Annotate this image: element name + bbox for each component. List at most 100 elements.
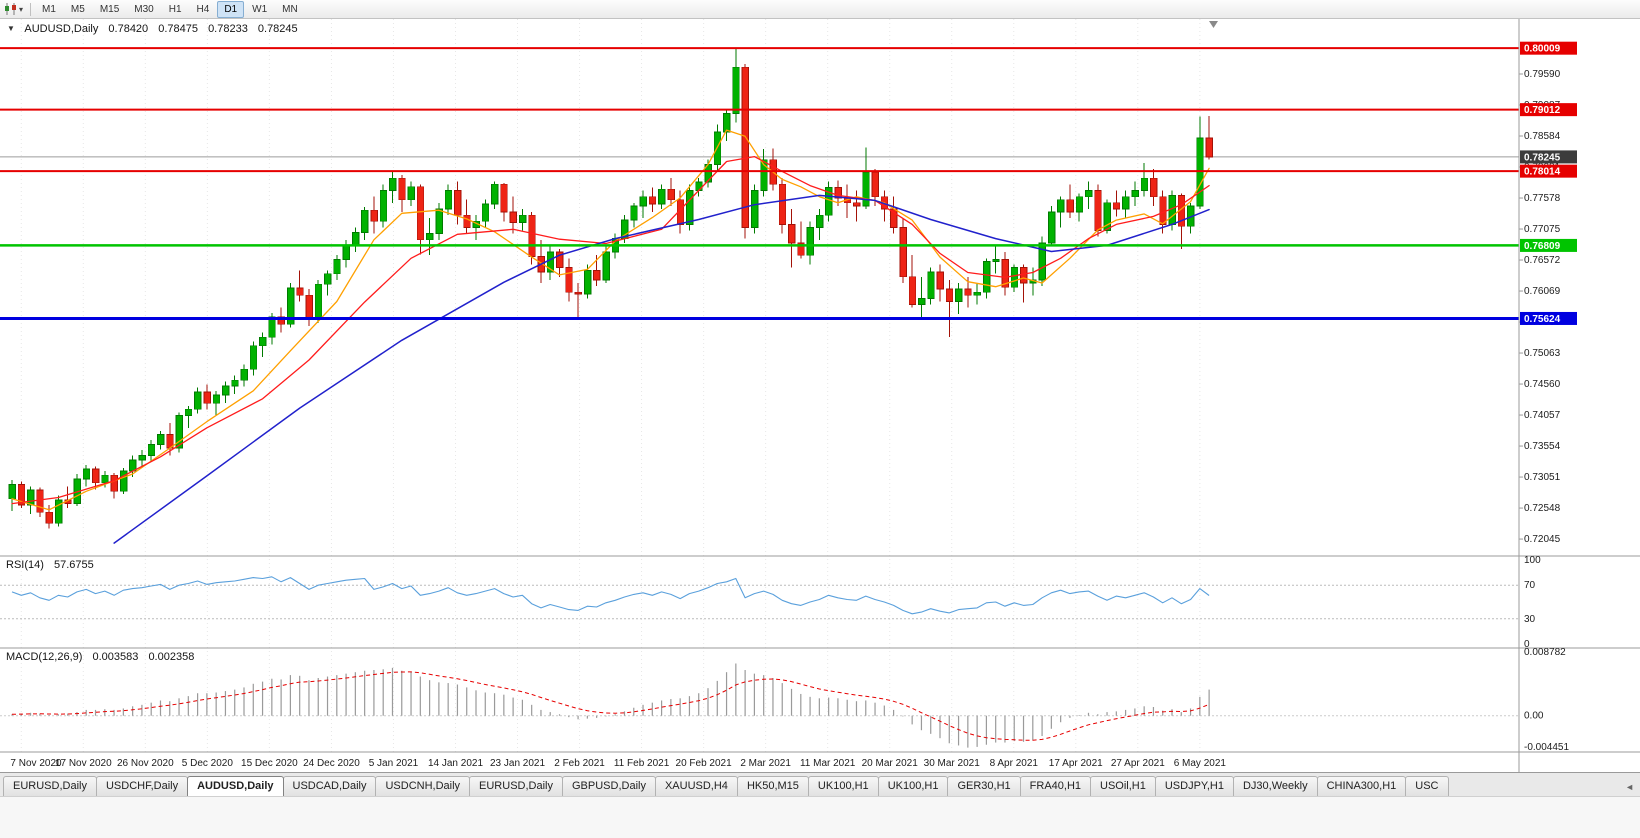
chart-shift-marker[interactable] [1209, 21, 1218, 28]
axis-label: 30 Mar 2021 [924, 758, 981, 769]
price-badge [1520, 41, 1577, 55]
chart-tab-9[interactable]: UK100,H1 [807, 776, 879, 796]
bear-candle [565, 267, 573, 293]
bear-candle [908, 276, 917, 305]
axis-label: 11 Feb 2021 [614, 758, 670, 769]
timeframe-button-h4[interactable]: H4 [196, 3, 210, 15]
chart-ohlc-header: ▼ AUDUSD,Daily 0.78420 0.78475 0.78233 0… [7, 23, 305, 35]
chart-tab-3[interactable]: USDCAD,Daily [282, 776, 377, 796]
bull-candle [268, 316, 276, 338]
rsi-line [11, 576, 1210, 615]
axis-label: 14 Jan 2021 [428, 758, 483, 769]
bear-candle [648, 196, 657, 205]
chart-tab-7[interactable]: XAUUSD,H4 [654, 776, 738, 796]
timeframe-button-m1[interactable]: M1 [42, 3, 56, 15]
chart-tab-4[interactable]: USDCNH,Daily [375, 776, 471, 796]
bull-candle [407, 186, 415, 201]
axis-label: 0.78014 [1524, 167, 1561, 178]
axis-label: 0.008782 [1524, 647, 1566, 658]
bear-candle [110, 474, 118, 492]
bear-candle [92, 468, 100, 484]
chart-tab-17[interactable]: USC [1405, 776, 1449, 796]
chart-tab-0[interactable]: EURUSD,Daily [3, 776, 97, 796]
axis-label: -0.004451 [1524, 742, 1569, 753]
dropdown-caret-icon[interactable]: ▾ [19, 4, 24, 14]
chart-tab-16[interactable]: CHINA300,H1 [1316, 776, 1407, 796]
bull-candle [55, 499, 63, 524]
chart-canvas[interactable]: 0.795900.790870.785840.780810.775780.770… [0, 19, 1640, 772]
chart-tab-15[interactable]: DJ30,Weekly [1232, 776, 1318, 796]
toolbar: ▾ M1 M5 M15 M30 H1 H4 D1 W1 MN [0, 0, 1640, 19]
macd-pane-header: MACD(12,26,9) 0.003583 0.002358 [6, 651, 201, 663]
bear-candle [797, 242, 805, 256]
bull-candle [147, 444, 156, 456]
bear-candle [667, 188, 675, 201]
timeframe-button-m5[interactable]: M5 [70, 3, 85, 15]
macd-main-value: 0.003583 [92, 651, 139, 663]
chart-tab-8[interactable]: HK50,M15 [736, 776, 809, 796]
axis-label: 17 Nov 2020 [55, 758, 112, 769]
axis-label: 23 Jan 2021 [490, 758, 545, 769]
chart-tab-11[interactable]: GER30,H1 [947, 776, 1021, 796]
bear-candle [509, 211, 518, 223]
timeframe-button-m15[interactable]: M15 [99, 3, 120, 15]
timeframe-button-w1[interactable]: W1 [252, 3, 268, 15]
ma-slow-line [113, 194, 1210, 544]
chart-tab-5[interactable]: EURUSD,Daily [469, 776, 563, 796]
chart-tab-13[interactable]: USOil,H1 [1090, 776, 1156, 796]
axis-label: 2 Feb 2021 [554, 758, 605, 769]
bull-candle [259, 336, 267, 347]
bull-candle [1085, 190, 1093, 198]
axis-label: 0.76069 [1524, 286, 1561, 297]
bear-candle [528, 214, 536, 257]
bull-candle [658, 188, 666, 205]
bull-candle [157, 434, 165, 445]
chart-tab-6[interactable]: GBPUSD,Daily [562, 776, 656, 796]
chart-tab-12[interactable]: FRA40,H1 [1019, 776, 1092, 796]
bull-candle [1010, 267, 1019, 288]
axis-label: 2 Mar 2021 [740, 758, 791, 769]
chart-background [0, 19, 1640, 772]
tab-scroll-left-icon[interactable]: ◄ [1625, 782, 1634, 792]
bear-candle [778, 183, 787, 225]
axis-label: 0.78245 [1524, 152, 1561, 163]
axis-label: 0.73051 [1524, 472, 1561, 483]
bull-candle [1075, 196, 1084, 213]
chart-tab-1[interactable]: USDCHF,Daily [95, 776, 189, 796]
axis-label: 0.73554 [1524, 441, 1561, 452]
axis-label: 0.74560 [1524, 379, 1561, 390]
timeframe-button-mn[interactable]: MN [282, 3, 298, 15]
bull-candle [815, 214, 824, 228]
timeframe-button-m30[interactable]: M30 [134, 3, 154, 15]
axis-label: 70 [1524, 580, 1536, 591]
low-value: 0.78233 [208, 23, 248, 35]
chart-tab-14[interactable]: USDJPY,H1 [1154, 776, 1234, 796]
bull-candle [1103, 202, 1111, 231]
bull-candle [240, 368, 248, 381]
bear-candle [936, 271, 944, 290]
bull-candle [481, 203, 490, 222]
symbol-collapse-icon[interactable]: ▼ [7, 24, 15, 33]
bull-candle [222, 385, 230, 396]
bull-candle [249, 345, 258, 370]
chart-tab-10[interactable]: UK100,H1 [877, 776, 949, 796]
bull-candle [686, 190, 694, 225]
price-badge [1520, 238, 1577, 252]
chart-type-icon[interactable] [3, 2, 19, 16]
timeframe-buttons: M1 M5 M15 M30 H1 H4 D1 W1 MN [35, 0, 306, 18]
timeframe-button-h1[interactable]: H1 [168, 3, 182, 15]
bear-candle [1020, 267, 1028, 284]
bull-candle [389, 177, 397, 191]
chart-tab-2[interactable]: AUDUSD,Daily [187, 776, 284, 796]
bear-candle [1112, 202, 1121, 210]
timeframe-button-d1[interactable]: D1 [217, 0, 245, 18]
bear-candle [17, 484, 26, 506]
axis-label: 5 Dec 2020 [182, 758, 234, 769]
axis-label: 0.77075 [1524, 224, 1561, 235]
bear-candle [853, 202, 861, 207]
axis-label: 8 Apr 2021 [990, 758, 1039, 769]
bull-candle [955, 288, 963, 302]
bull-candle [435, 208, 443, 235]
moving-averages-layer [11, 129, 1210, 544]
